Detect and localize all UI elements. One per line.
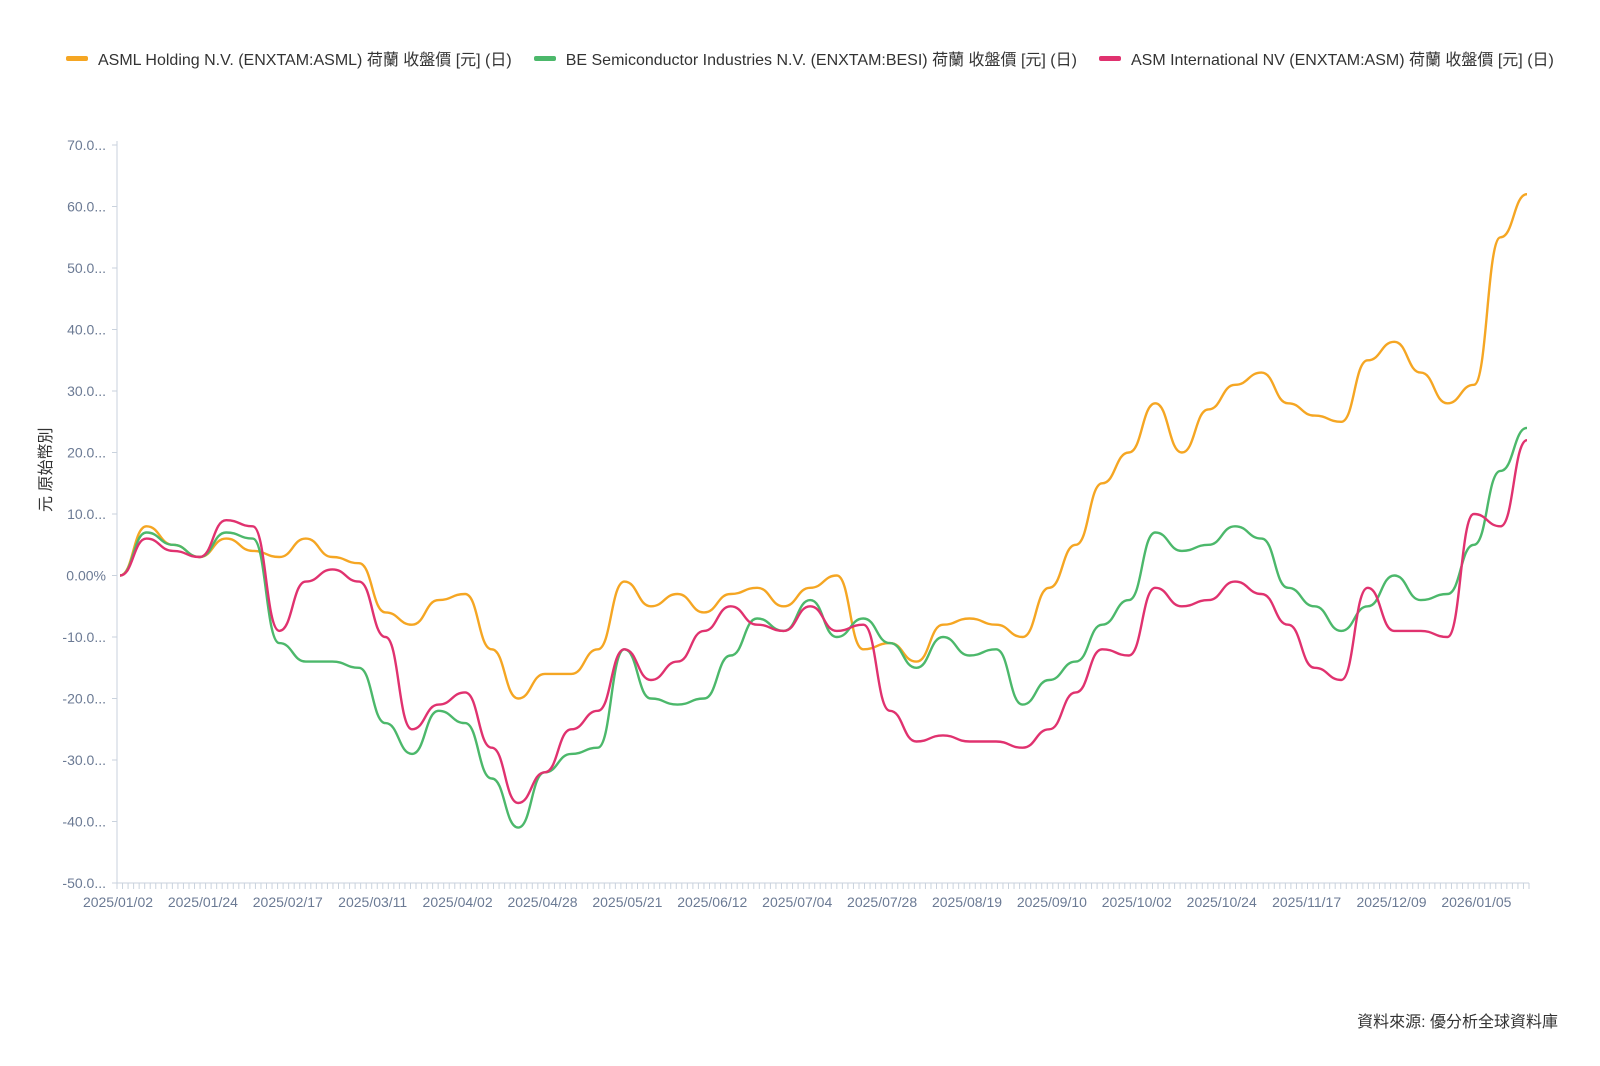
y-tick-label: 30.0... — [67, 383, 106, 399]
legend-item-besi[interactable]: BE Semiconductor Industries N.V. (ENXTAM… — [533, 46, 1077, 70]
y-tick-label: -10.0... — [62, 629, 106, 645]
series-line-0[interactable] — [119, 193, 1528, 700]
y-tick-label: 50.0... — [67, 260, 106, 276]
x-tick-label: 2025/03/11 — [338, 894, 407, 910]
y-tick-label: -30.0... — [62, 752, 106, 768]
legend-swatch-asml — [66, 55, 88, 61]
legend-swatch-asm — [1098, 55, 1121, 61]
x-tick-label: 2025/02/17 — [253, 894, 323, 910]
x-tick-label: 2025/04/28 — [507, 894, 577, 910]
x-tick-label: 2025/10/02 — [1102, 894, 1172, 910]
legend-label-besi: BE Semiconductor Industries N.V. (ENXTAM… — [565, 52, 1077, 69]
x-tick-label: 2025/05/21 — [592, 894, 662, 910]
series-line-2[interactable] — [119, 439, 1528, 805]
y-tick-label: -50.0... — [62, 875, 106, 891]
x-tick-label: 2025/12/09 — [1356, 894, 1426, 910]
x-tick-label: 2025/01/24 — [168, 894, 238, 910]
legend-swatch-besi — [533, 55, 556, 61]
x-tick-label: 2025/07/04 — [762, 894, 832, 910]
y-tick-label: 0.00% — [66, 568, 106, 584]
y-tick-label: -40.0... — [62, 814, 106, 830]
y-tick-label: 20.0... — [67, 445, 106, 461]
chart-legend: ASML Holding N.V. (ENXTAM:ASML) 荷蘭 收盤價 [… — [66, 46, 1554, 70]
legend-item-asm[interactable]: ASM International NV (ENXTAM:ASM) 荷蘭 收盤價… — [1098, 46, 1554, 70]
x-tick-label: 2025/11/17 — [1272, 894, 1341, 910]
x-tick-label: 2025/10/24 — [1187, 894, 1257, 910]
y-tick-label: 70.0... — [67, 137, 106, 153]
x-tick-label: 2025/06/12 — [677, 894, 747, 910]
y-tick-label: 60.0... — [67, 199, 106, 215]
x-tick-label: 2025/08/19 — [932, 894, 1002, 910]
x-tick-label: 2025/04/02 — [423, 894, 493, 910]
series-line-1[interactable] — [119, 426, 1528, 829]
legend-label-asm: ASM International NV (ENXTAM:ASM) 荷蘭 收盤價… — [1130, 52, 1554, 69]
x-tick-label: 2025/07/28 — [847, 894, 917, 910]
y-tick-label: 10.0... — [67, 506, 106, 522]
legend-label-asml: ASML Holding N.V. (ENXTAM:ASML) 荷蘭 收盤價 [… — [98, 52, 512, 69]
x-tick-label: 2026/01/05 — [1441, 894, 1511, 910]
legend-item-asml[interactable]: ASML Holding N.V. (ENXTAM:ASML) 荷蘭 收盤價 [… — [66, 46, 512, 70]
source-note: 資料來源: 優分析全球資料庫 — [1357, 1014, 1558, 1031]
x-tick-label: 2025/09/10 — [1017, 894, 1087, 910]
y-tick-label: -20.0... — [62, 691, 106, 707]
x-tick-label: 2025/01/02 — [83, 894, 153, 910]
y-tick-label: 40.0... — [67, 322, 106, 338]
